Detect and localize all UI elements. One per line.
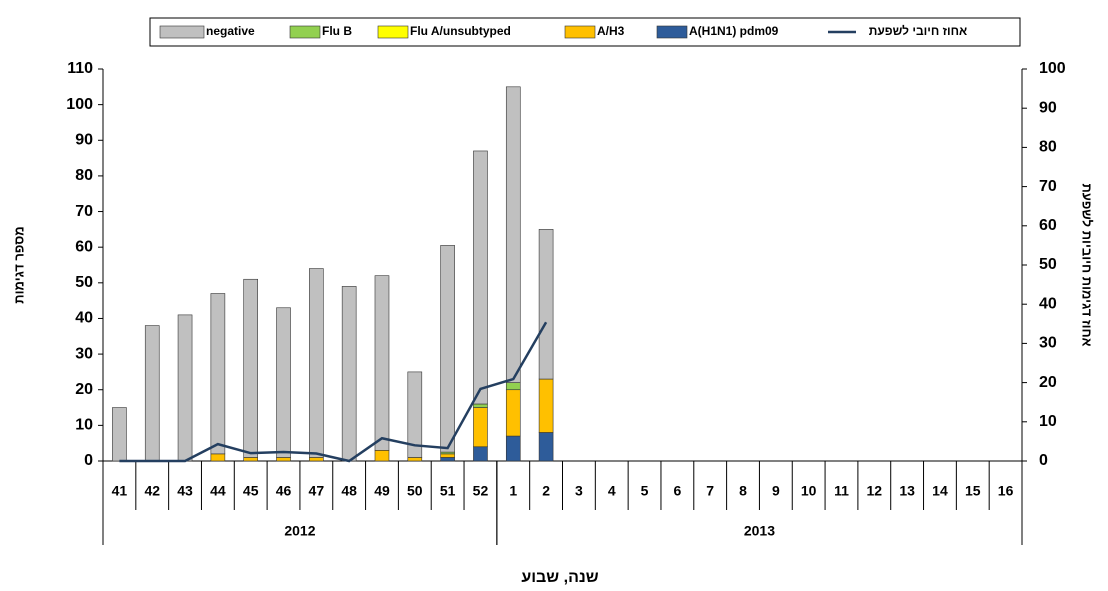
y-tick-label: 40 (75, 310, 93, 327)
x-axis-title: שנה, שבוע (521, 569, 598, 586)
bar-segment (505, 435, 521, 462)
legend-marker (564, 25, 596, 39)
x-tick-label: 52 (473, 483, 489, 499)
x-tick-label: 15 (965, 483, 981, 499)
bar-segment (440, 457, 455, 462)
y-tick-label: 60 (75, 238, 93, 255)
bar-segment (243, 278, 258, 458)
bar-segment (144, 325, 160, 462)
legend-label: A/H3 (597, 24, 625, 38)
bar-segment (374, 450, 390, 462)
x-tick-label: 2 (542, 483, 550, 499)
bar-segment (276, 457, 291, 462)
bar-segment (243, 457, 258, 462)
bar-segment (538, 378, 554, 433)
bar-segment (210, 293, 226, 455)
bar-segment (374, 275, 390, 451)
x-tick-label: 44 (210, 483, 226, 499)
y2-tick-label: 40 (1039, 295, 1057, 312)
x-tick-label: 49 (374, 483, 390, 499)
y-tick-label: 100 (66, 96, 93, 113)
x-tick-label: 42 (144, 483, 160, 499)
bar-segment (505, 86, 521, 383)
legend-label: A(H1N1) pdm09 (689, 24, 779, 38)
y2-tick-label: 0 (1039, 452, 1048, 469)
legend-marker (289, 25, 321, 39)
bar-segment (473, 407, 488, 448)
y2-axis-title: אחוז דגימות חיוביות לשפעת (1080, 183, 1095, 346)
x-tick-label: 10 (801, 483, 817, 499)
group-label: 2013 (744, 523, 775, 539)
x-tick-label: 48 (341, 483, 357, 499)
x-tick-label: 47 (309, 483, 325, 499)
y2-tick-label: 50 (1039, 256, 1057, 273)
y2-tick-label: 10 (1039, 413, 1057, 430)
bar-segment (473, 403, 488, 408)
x-tick-label: 43 (177, 483, 193, 499)
y2-tick-label: 100 (1039, 60, 1066, 77)
y2-tick-label: 20 (1039, 374, 1057, 391)
bar-segment (440, 453, 455, 458)
group-label: 2012 (284, 523, 315, 539)
legend-label: Flu B (322, 24, 352, 38)
legend-marker (377, 25, 409, 39)
y2-tick-label: 60 (1039, 217, 1057, 234)
y2-tick-label: 90 (1039, 99, 1057, 116)
x-tick-label: 3 (575, 483, 583, 499)
x-tick-label: 7 (706, 483, 714, 499)
x-tick-label: 9 (772, 483, 780, 499)
y-tick-label: 50 (75, 274, 93, 291)
line (119, 321, 548, 463)
bar-segment (407, 371, 423, 458)
x-tick-label: 6 (673, 483, 681, 499)
bar-segment (505, 389, 521, 437)
x-tick-label: 11 (834, 483, 849, 499)
bar-segment (309, 268, 324, 458)
x-tick-label: 12 (867, 483, 883, 499)
x-tick-label: 51 (440, 483, 456, 499)
y-tick-label: 80 (75, 167, 93, 184)
bar-segment (407, 457, 423, 462)
bar-segment (210, 453, 226, 462)
x-tick-label: 46 (276, 483, 292, 499)
bar-segment (538, 432, 554, 462)
x-tick-label: 41 (112, 483, 128, 499)
bar-segment (309, 457, 324, 462)
legend-label: negative (206, 24, 255, 38)
bar-segment (473, 446, 488, 462)
bar-segment (177, 314, 193, 462)
y-tick-label: 30 (75, 345, 93, 362)
y2-tick-label: 30 (1039, 335, 1057, 352)
y-tick-label: 90 (75, 131, 93, 148)
x-tick-label: 16 (998, 483, 1014, 499)
x-tick-label: 50 (407, 483, 423, 499)
legend-label: Flu A/unsubtyped (410, 24, 511, 38)
bar-segment (341, 286, 357, 462)
bar-segment (112, 407, 127, 462)
y-tick-label: 110 (67, 60, 93, 77)
x-tick-label: 45 (243, 483, 259, 499)
y-tick-label: 20 (75, 381, 93, 398)
x-tick-label: 1 (509, 483, 517, 499)
x-tick-label: 8 (739, 483, 747, 499)
x-tick-label: 14 (932, 483, 948, 499)
legend-label: אחוז חיובי לשפעת (869, 24, 967, 38)
y-tick-label: 0 (84, 452, 93, 469)
bar-segment (276, 307, 291, 458)
y-tick-label: 10 (75, 417, 93, 434)
legend-marker (656, 25, 688, 39)
x-tick-label: 5 (641, 483, 649, 499)
legend-marker (159, 25, 205, 39)
bar-segment (505, 382, 521, 391)
y2-tick-label: 70 (1039, 178, 1057, 195)
bar-segment (473, 150, 488, 405)
x-tick-label: 4 (608, 483, 616, 499)
y2-tick-label: 80 (1039, 139, 1057, 156)
y-axis-title: מספר דגימות (11, 226, 26, 303)
bar-segment (440, 245, 455, 453)
y-tick-label: 70 (75, 203, 93, 220)
bar-segment (538, 229, 554, 380)
x-tick-label: 13 (899, 483, 915, 499)
